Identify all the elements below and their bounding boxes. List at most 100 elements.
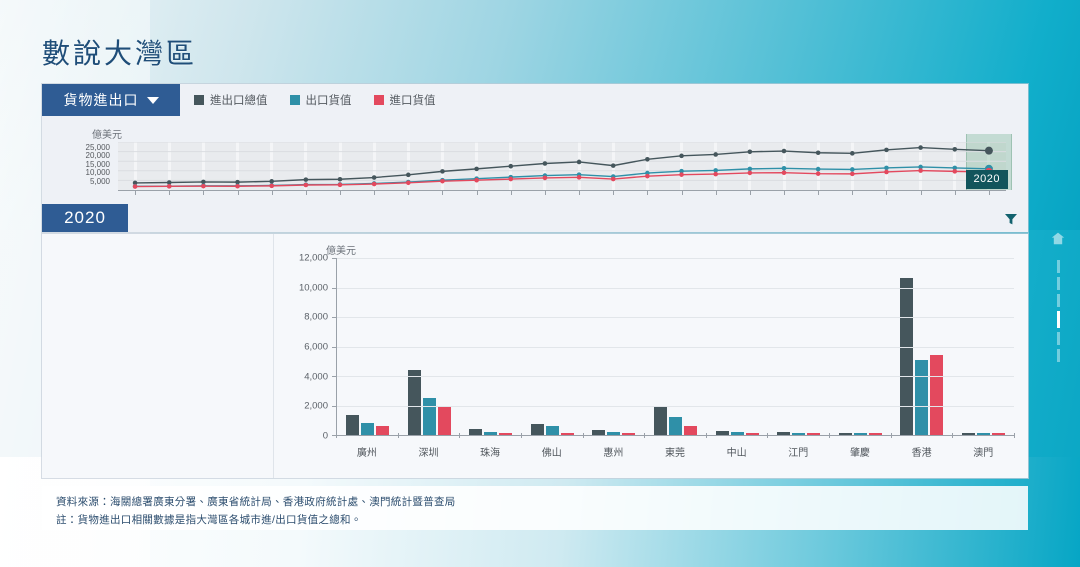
- bar-chart-plot-area[interactable]: [332, 258, 1014, 436]
- bar-chart-x-label: 珠海: [480, 448, 501, 459]
- timeline-x-axis: [118, 190, 1006, 200]
- bar[interactable]: [684, 426, 697, 435]
- bar-group[interactable]: [706, 258, 768, 435]
- legend-swatch-icon: [289, 95, 300, 105]
- legend-label: 進出口總值: [210, 95, 268, 107]
- timeline-x-tick: [408, 191, 410, 195]
- bar[interactable]: [499, 432, 513, 435]
- bar[interactable]: [838, 433, 852, 435]
- bar[interactable]: [607, 431, 621, 435]
- selected-year-badge[interactable]: 2020: [42, 204, 128, 232]
- bar-chart-column: 億美元 0 2,000 4,000 6,000 8,000 10,000 12,000 廣州…: [274, 234, 1028, 478]
- bar[interactable]: [654, 406, 667, 435]
- bar[interactable]: [792, 432, 806, 435]
- timeline-x-tick: [818, 191, 820, 195]
- bar-chart-gridline: [337, 317, 1014, 318]
- timeline-series-svg: [118, 142, 1006, 189]
- bar-group[interactable]: [645, 258, 707, 435]
- bar[interactable]: [437, 405, 451, 435]
- footnote-note: 註：貨物進出口相關數據是指大灣區各城市進/出口貨值之總和。: [56, 514, 362, 527]
- bar[interactable]: [930, 354, 944, 435]
- bar-chart-gridline: [337, 258, 1014, 259]
- bar-chart[interactable]: 0 2,000 4,000 6,000 8,000 10,000 12,000 廣州 深圳 珠海…: [290, 253, 1015, 470]
- timeline-band: [680, 142, 684, 190]
- timeline-x-tick: [886, 191, 888, 195]
- timeline-x-tick: [340, 191, 341, 195]
- timeline-x-tick: [476, 191, 478, 195]
- footnotes: 資料來源：海關總署廣東分署、廣東省統計局、香港政府統計處、澳門統計暨普查局 註：…: [42, 486, 1028, 530]
- bar[interactable]: [346, 414, 360, 435]
- bar-group[interactable]: [583, 258, 645, 435]
- timeline-x-tick: [749, 191, 751, 195]
- bar-chart-y-tick: [332, 435, 337, 436]
- bar-group[interactable]: [829, 258, 891, 435]
- bar[interactable]: [545, 426, 559, 435]
- bar[interactable]: [560, 432, 574, 435]
- page-indicator[interactable]: [1036, 232, 1080, 372]
- bar-group[interactable]: [522, 258, 584, 435]
- bar[interactable]: [853, 433, 867, 435]
- timeline-x-tick: [988, 191, 990, 195]
- page-indicator-dot[interactable]: [1056, 277, 1060, 290]
- bar[interactable]: [422, 398, 436, 435]
- bar-chart-y-tick-label: 2,000: [304, 400, 328, 412]
- bar[interactable]: [715, 430, 729, 435]
- bar[interactable]: [530, 424, 544, 435]
- timeline-sparkline[interactable]: 25,000 20,000 15,000 10,000 5,000 2020: [62, 134, 1012, 204]
- bar-group[interactable]: [952, 258, 1014, 435]
- legend-item[interactable]: 進口貨值: [373, 92, 436, 108]
- legend-item[interactable]: 進出口總值: [194, 92, 268, 108]
- page-indicator-dot[interactable]: [1056, 311, 1060, 328]
- timeline-band: [236, 142, 240, 190]
- bar[interactable]: [361, 423, 375, 435]
- bar-chart-gridline: [337, 346, 1014, 348]
- bar-group[interactable]: [768, 258, 830, 435]
- chart-legend: 進出口總值 出口貨值 進口貨值: [194, 84, 436, 116]
- filter-icon[interactable]: [1000, 208, 1022, 230]
- bar-chart-gridline: [337, 287, 1014, 289]
- bar[interactable]: [991, 433, 1005, 435]
- bar[interactable]: [807, 433, 821, 435]
- bar[interactable]: [376, 426, 390, 435]
- main-content-panel: 億美元 0 2,000 4,000 6,000 8,000 10,000 12,000 廣州…: [42, 234, 1028, 478]
- bar-group[interactable]: [337, 258, 399, 435]
- bar[interactable]: [915, 360, 929, 435]
- timeline-card: 貨物進出口 進出口總值 出口貨值 進口貨值 億美元 25,000 20,000 15,0…: [42, 84, 1028, 232]
- bar[interactable]: [484, 431, 498, 435]
- timeline-x-tick: [647, 191, 649, 195]
- bar[interactable]: [868, 433, 882, 435]
- chevron-down-icon: [146, 96, 159, 104]
- bar[interactable]: [469, 429, 483, 435]
- bar[interactable]: [961, 433, 975, 435]
- bar[interactable]: [745, 433, 759, 435]
- bar-chart-x-tick: [582, 433, 584, 438]
- bar[interactable]: [669, 417, 682, 435]
- kpi-column: [42, 234, 274, 478]
- page-indicator-dot[interactable]: [1056, 332, 1060, 345]
- timeline-band: [782, 142, 786, 190]
- metric-dropdown[interactable]: 貨物進出口: [42, 84, 180, 116]
- page-indicator-dot[interactable]: [1056, 294, 1060, 307]
- bar-group[interactable]: [399, 258, 461, 435]
- bar[interactable]: [622, 433, 636, 435]
- page-indicator-dot[interactable]: [1056, 260, 1060, 273]
- bar[interactable]: [592, 429, 606, 435]
- page-indicator-dot[interactable]: [1056, 349, 1060, 362]
- bar-group[interactable]: [460, 258, 522, 435]
- home-icon[interactable]: [1051, 232, 1065, 250]
- legend-item[interactable]: 出口貨值: [289, 92, 352, 108]
- timeline-band: [748, 142, 752, 190]
- timeline-x-tick: [203, 191, 205, 195]
- bar[interactable]: [777, 432, 791, 435]
- bar[interactable]: [900, 278, 914, 435]
- bar[interactable]: [730, 431, 744, 435]
- bar-chart-x-tick: [890, 433, 892, 438]
- timeline-plot-area[interactable]: [118, 134, 1012, 190]
- bar[interactable]: [976, 433, 990, 435]
- timeline-x-tick: [954, 191, 956, 195]
- timeline-band: [372, 142, 376, 190]
- timeline-y-tick-label: 15,000: [85, 159, 110, 169]
- timeline-x-tick: [579, 191, 581, 195]
- bar-chart-x-tick: [397, 433, 399, 438]
- bar[interactable]: [407, 370, 421, 435]
